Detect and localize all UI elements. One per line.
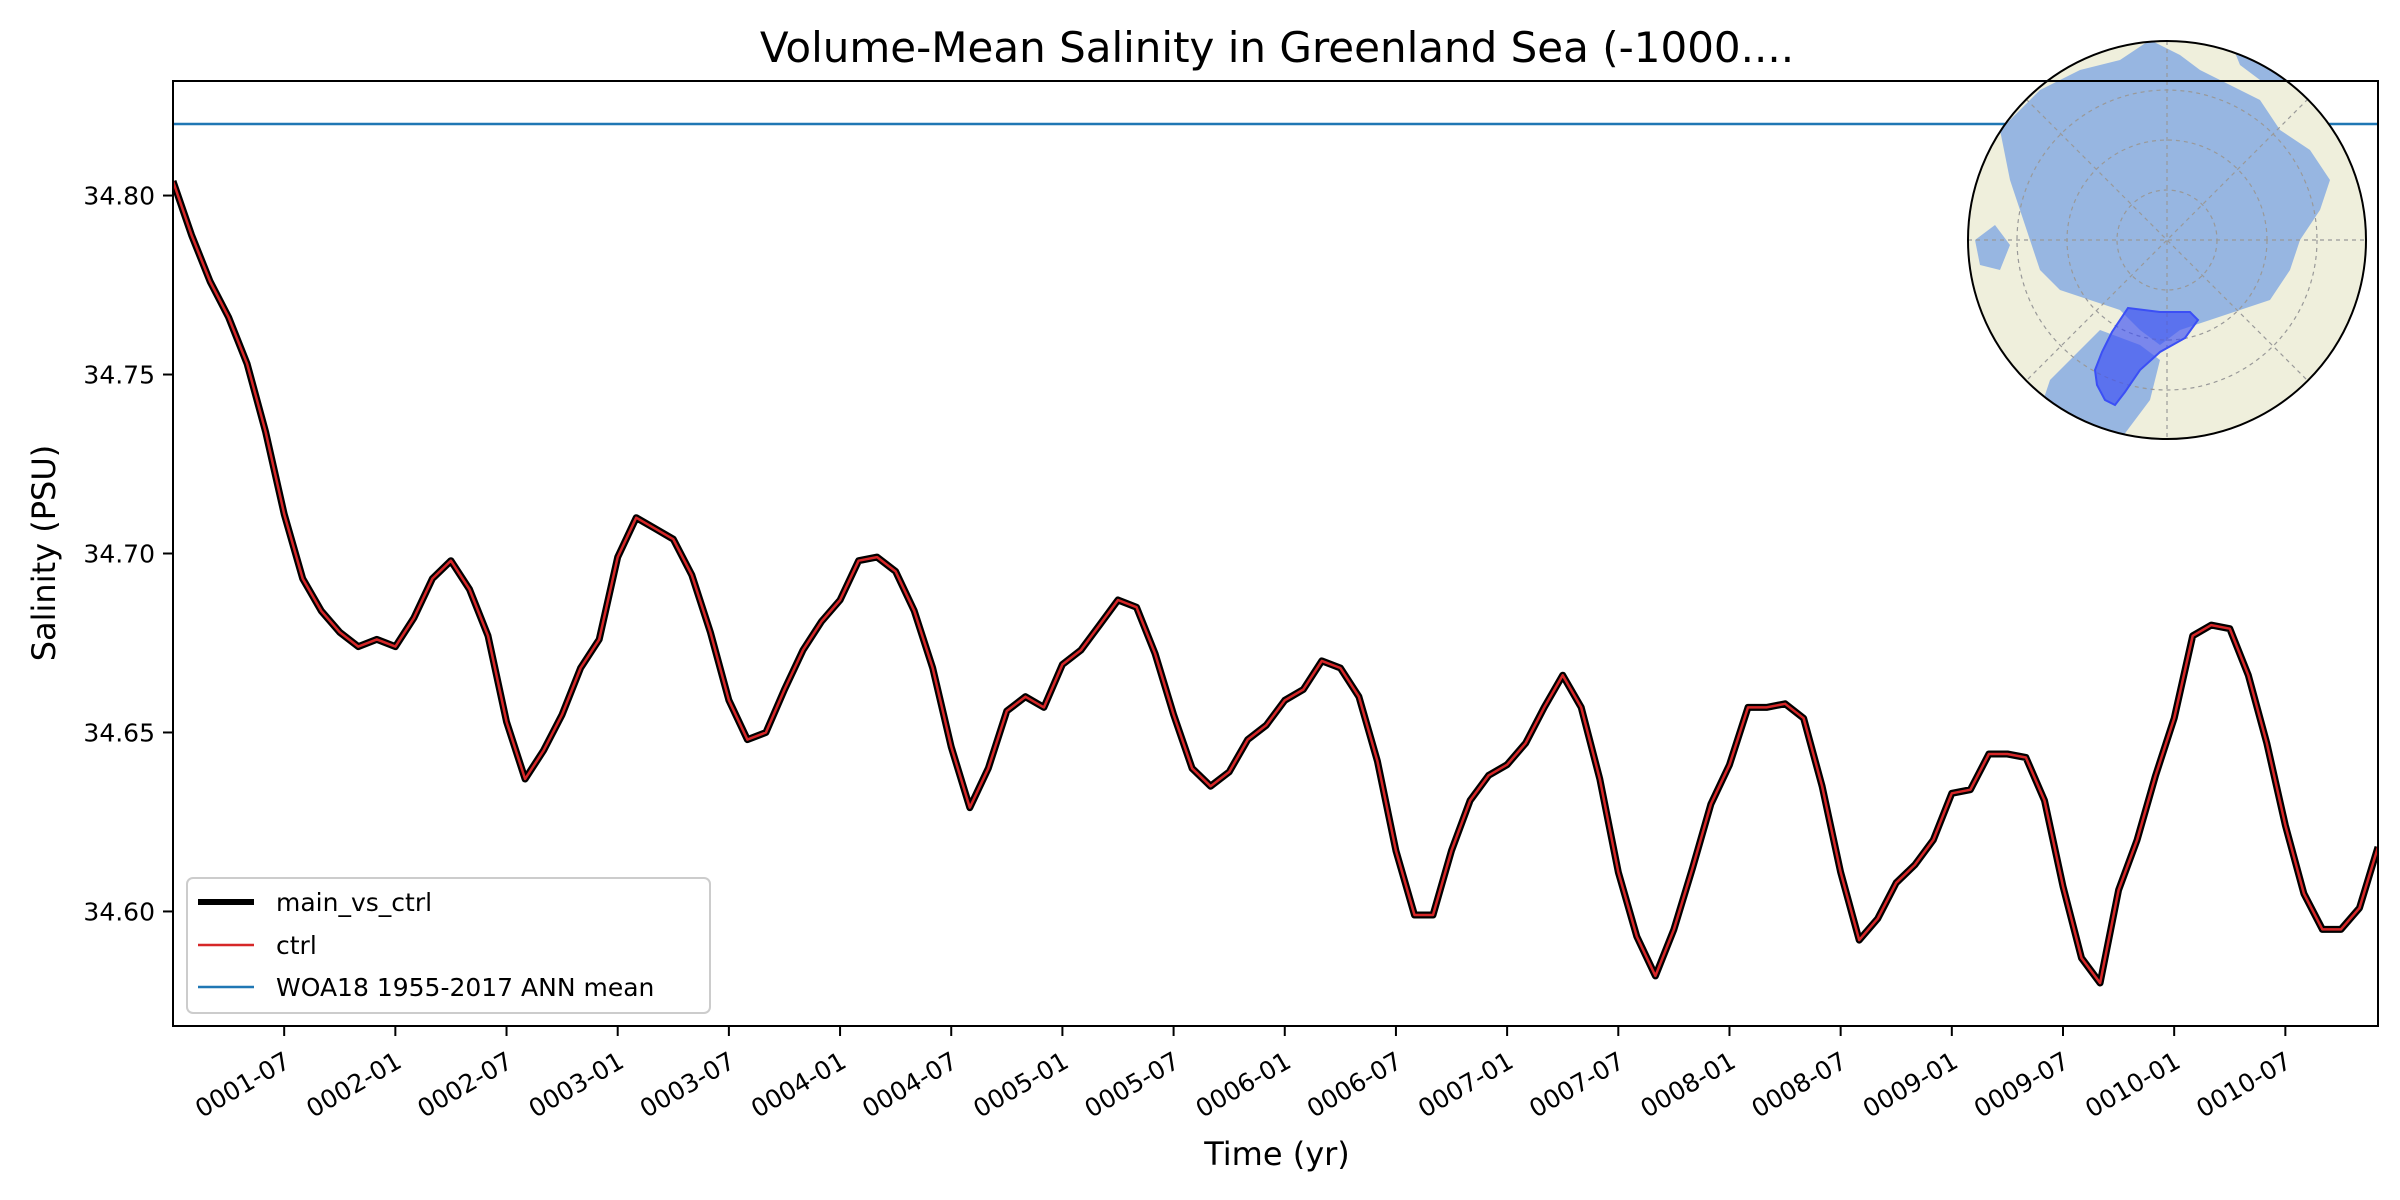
ctrl-line: [173, 180, 2378, 985]
x-axis-title: Time (yr): [1203, 1135, 1350, 1173]
y-tick-label: 34.60: [83, 897, 155, 926]
y-axis: 34.60 34.65 34.70 34.75 34.80: [83, 182, 173, 926]
region-map-inset: [1967, 40, 2367, 440]
y-axis-title: Salinity (PSU): [25, 445, 63, 662]
y-tick-label: 34.70: [83, 540, 155, 569]
chart-title: Volume-Mean Salinity in Greenland Sea (-…: [760, 23, 1794, 72]
plot-frame: [172, 80, 2379, 1027]
legend-box: [186, 877, 711, 1014]
y-tick-label: 34.75: [83, 361, 155, 390]
y-tick-label: 34.65: [83, 718, 155, 747]
y-tick-label: 34.80: [83, 182, 155, 211]
hudson-bay-shape: [1975, 225, 2010, 270]
legend-label-ctrl: ctrl: [276, 931, 317, 960]
legend-label-main-vs-ctrl: main_vs_ctrl: [276, 888, 432, 917]
legend: main_vs_ctrl ctrl WOA18 1955-2017 ANN me…: [186, 877, 711, 1014]
greenland-sea-region: [2093, 306, 2200, 407]
legend-label-woa18: WOA18 1955-2017 ANN mean: [276, 973, 654, 1002]
